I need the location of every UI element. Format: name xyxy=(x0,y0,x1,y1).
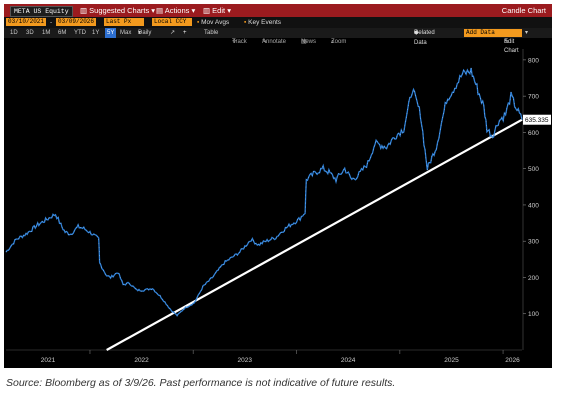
x-tick-label: 2025 xyxy=(444,357,459,364)
pencil-icon: ✎ xyxy=(504,39,510,45)
diamond-icon: ◆ xyxy=(414,30,419,36)
last-price-label: 635.335 xyxy=(525,117,549,124)
edit-chart-label: Edit Chart xyxy=(504,39,519,54)
mov-avgs-toggle[interactable]: ▪ Mov Avgs xyxy=(197,17,229,28)
period-5y[interactable]: 5Y xyxy=(105,28,117,38)
data-dropdown-icon[interactable]: ▾ xyxy=(525,30,529,36)
period-ytd[interactable]: YTD xyxy=(74,30,86,36)
title-bar: META US Equity ▥ Suggested Charts ▾ ▤ Ac… xyxy=(4,4,552,17)
news-icon: ▤ xyxy=(301,39,307,45)
support-trendline xyxy=(106,118,523,351)
zoom-label: Zoom xyxy=(331,39,347,45)
field-selector[interactable]: Last Px xyxy=(104,18,144,26)
actions-icon: ▤ xyxy=(156,6,165,15)
edit-menu[interactable]: ▥ Edit ▾ xyxy=(203,6,231,15)
y-tick-label: 600 xyxy=(528,130,539,137)
related-data-button[interactable]: ◆ Related Data ▾ xyxy=(414,30,435,46)
x-tick-label: 2026 xyxy=(505,357,520,364)
y-tick-label: 400 xyxy=(528,202,539,209)
edit-label: Edit xyxy=(212,6,226,15)
x-tick-label: 2021 xyxy=(41,357,56,364)
mov-avgs-label: Mov Avgs xyxy=(201,19,230,26)
x-tick-label: 2022 xyxy=(134,357,149,364)
actions-menu[interactable]: ▤ Actions ▾ xyxy=(156,6,196,15)
price-series-line xyxy=(5,67,523,317)
bloomberg-chart-window: META US Equity ▥ Suggested Charts ▾ ▤ Ac… xyxy=(4,4,552,368)
add-data-input[interactable]: Add Data xyxy=(464,29,522,37)
chart-type-title: Candle Chart xyxy=(501,6,546,15)
controls-row: 03/10/2021 - 03/09/2026 Last Px Local CC… xyxy=(4,17,552,28)
annotate-label: Annotate xyxy=(262,39,287,45)
currency-selector[interactable]: Local CCY xyxy=(152,18,192,26)
period-1d[interactable]: 1D xyxy=(10,30,18,36)
end-date-field[interactable]: 03/09/2026 xyxy=(56,18,97,26)
y-tick-label: 500 xyxy=(528,166,539,173)
chart-icon: ▥ xyxy=(80,6,90,15)
y-tick-label: 200 xyxy=(528,275,539,282)
suggested-charts-menu[interactable]: ▥ Suggested Charts ▾ xyxy=(80,6,156,15)
actions-label: Actions xyxy=(164,6,190,15)
checkbox-icon: ▪ xyxy=(197,19,200,26)
related-data-label: Related Data xyxy=(414,30,435,46)
checkbox-icon: ▪ xyxy=(244,19,247,26)
line-chart-icon: ↗ xyxy=(170,30,176,36)
price-chart[interactable]: 100 200 300 400 500 600 700 800 2021 2022 2023 2024… xyxy=(4,47,552,368)
magnifier-icon: ⌕ xyxy=(331,39,335,45)
date-separator: - xyxy=(50,19,53,26)
x-tick-label: 2023 xyxy=(238,357,253,364)
frequency-label: Daily xyxy=(138,30,152,36)
crosshair-icon: ✛ xyxy=(232,39,238,45)
y-tick-label: 100 xyxy=(528,311,539,318)
period-row: 1D 3D 1M 6M YTD 1Y 5Y Max Daily ▾ ↗ + Ta… xyxy=(4,28,552,46)
news-label: News xyxy=(301,39,317,45)
start-date-field[interactable]: 03/10/2021 xyxy=(6,18,47,26)
period-max[interactable]: Max xyxy=(120,30,132,36)
plus-icon: + xyxy=(183,30,187,36)
x-tick-label: 2024 xyxy=(341,357,356,364)
edit-icon: ▥ xyxy=(203,6,213,15)
ticker-field[interactable]: META US Equity xyxy=(10,6,73,17)
track-label: Track xyxy=(232,39,247,45)
chart-toolbar: ✛ Track ✎ Annotate ▤ News ⌕ Zoom ✎ Edit … xyxy=(4,38,552,54)
suggested-charts-label: Suggested Charts xyxy=(89,6,150,15)
table-button[interactable]: Table xyxy=(204,30,219,36)
key-events-toggle[interactable]: ▪ Key Events xyxy=(244,17,281,28)
period-3d[interactable]: 3D xyxy=(26,30,34,36)
period-1m[interactable]: 1M xyxy=(42,30,51,36)
pencil-icon: ✎ xyxy=(262,39,268,45)
y-tick-label: 700 xyxy=(528,94,539,101)
key-events-label: Key Events xyxy=(248,19,282,26)
period-6m[interactable]: 6M xyxy=(58,30,67,36)
y-tick-label: 300 xyxy=(528,239,539,246)
frequency-selector[interactable]: Daily ▾ xyxy=(138,30,152,36)
last-price-tag xyxy=(523,114,551,125)
source-caption: Source: Bloomberg as of 3/9/26. Past per… xyxy=(6,377,396,389)
y-tick-label: 800 xyxy=(528,57,539,64)
period-1y[interactable]: 1Y xyxy=(92,30,100,36)
